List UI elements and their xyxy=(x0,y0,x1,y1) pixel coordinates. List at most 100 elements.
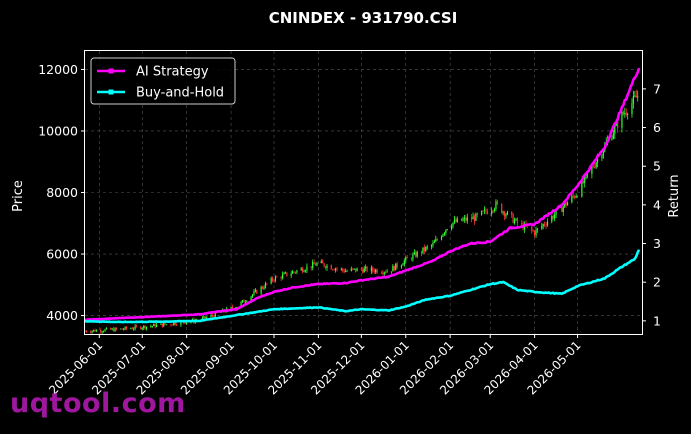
candle-body xyxy=(592,166,594,168)
candle-body xyxy=(251,294,254,297)
series-lines xyxy=(84,67,641,324)
candle-body xyxy=(115,328,118,330)
y-left-tick-label: 12000 xyxy=(38,62,78,77)
candle-body xyxy=(611,138,613,140)
candle-body xyxy=(236,307,238,309)
candle-body xyxy=(294,272,297,273)
candle-body xyxy=(627,114,629,115)
candle-body xyxy=(213,315,215,317)
legend: AI Strategy Buy-and-Hold xyxy=(90,57,236,105)
candle-body xyxy=(123,329,125,331)
candle-body xyxy=(362,269,364,273)
candle-body xyxy=(155,324,158,327)
candle-body xyxy=(443,232,446,235)
candle-body xyxy=(526,226,529,228)
y-right-tick-label: 1 xyxy=(653,313,661,328)
candle-body xyxy=(551,215,553,222)
y-right-tick-label: 4 xyxy=(653,197,661,212)
candle-body xyxy=(545,225,547,226)
candle-body xyxy=(635,95,637,98)
candle-body xyxy=(456,218,458,222)
candle-body xyxy=(392,265,394,272)
candle-body xyxy=(180,321,182,326)
candle-body xyxy=(270,278,272,284)
candle-body xyxy=(145,326,148,329)
candle-body xyxy=(360,268,362,270)
price-candles xyxy=(84,89,639,334)
candle-body xyxy=(612,133,614,139)
candle-body xyxy=(485,209,487,212)
candle-body xyxy=(566,202,569,206)
candle-body xyxy=(382,273,384,274)
candle-body xyxy=(430,245,433,247)
candle-body xyxy=(637,96,639,98)
candle-body xyxy=(104,329,106,332)
candle-body xyxy=(253,291,255,295)
candle-body xyxy=(240,301,242,308)
candle-body xyxy=(114,328,116,332)
candle-body xyxy=(336,268,338,270)
candle-body xyxy=(256,290,258,294)
candle-body xyxy=(432,243,434,246)
candle-body xyxy=(280,277,282,279)
candle-body xyxy=(617,121,619,128)
candle-body xyxy=(210,314,212,318)
candle-body xyxy=(544,224,546,226)
candle-body xyxy=(502,211,504,213)
candle-body xyxy=(405,257,407,261)
candle-body xyxy=(460,218,463,221)
candle-body xyxy=(624,112,626,115)
candle-body xyxy=(273,280,275,282)
candle-body xyxy=(584,175,586,184)
candle-body xyxy=(482,210,484,212)
candle-body xyxy=(562,206,564,212)
candle-body xyxy=(324,266,327,269)
candle-body xyxy=(143,325,145,329)
candle-body xyxy=(314,264,317,266)
candle-body xyxy=(316,262,318,266)
candle-body xyxy=(263,287,265,289)
candle-body xyxy=(582,181,584,184)
candle-body xyxy=(375,269,377,273)
candle-body xyxy=(176,324,178,326)
candle-body xyxy=(450,226,453,230)
candle-body xyxy=(466,217,468,221)
candle-body xyxy=(92,329,95,331)
candle-body xyxy=(203,316,205,318)
candle-body xyxy=(151,325,153,327)
candle-body xyxy=(274,276,277,281)
candle-body xyxy=(406,257,408,259)
candle-body xyxy=(597,158,599,163)
candle-body xyxy=(141,328,143,329)
candle-body xyxy=(290,273,292,276)
candle-body xyxy=(614,125,616,134)
y-left-tick-label: 10000 xyxy=(38,123,78,138)
candle-body xyxy=(602,151,604,157)
candle-body xyxy=(542,224,544,226)
candle-body xyxy=(572,195,574,197)
legend-label: AI Strategy xyxy=(136,65,209,80)
candle-body xyxy=(131,328,133,330)
candle-body xyxy=(85,330,88,332)
candle-body xyxy=(306,266,308,271)
candle-body xyxy=(153,324,155,326)
candle-body xyxy=(475,213,477,221)
legend-marker xyxy=(108,89,114,95)
candle-body xyxy=(313,262,315,265)
candle-body xyxy=(403,260,405,265)
candle-body xyxy=(231,306,234,309)
candle-body xyxy=(420,251,423,253)
candle-body xyxy=(204,316,206,319)
candle-body xyxy=(400,265,403,268)
candle-body xyxy=(332,269,334,271)
legend-marker xyxy=(108,68,114,74)
candle-body xyxy=(250,296,252,302)
candle-body xyxy=(241,300,244,302)
candle-body xyxy=(94,329,96,332)
candle-body xyxy=(425,247,427,251)
candle-body xyxy=(322,261,324,264)
candle-body xyxy=(565,202,567,206)
candle-body xyxy=(333,269,335,271)
candle-body xyxy=(284,272,287,274)
candle-body xyxy=(472,216,474,220)
